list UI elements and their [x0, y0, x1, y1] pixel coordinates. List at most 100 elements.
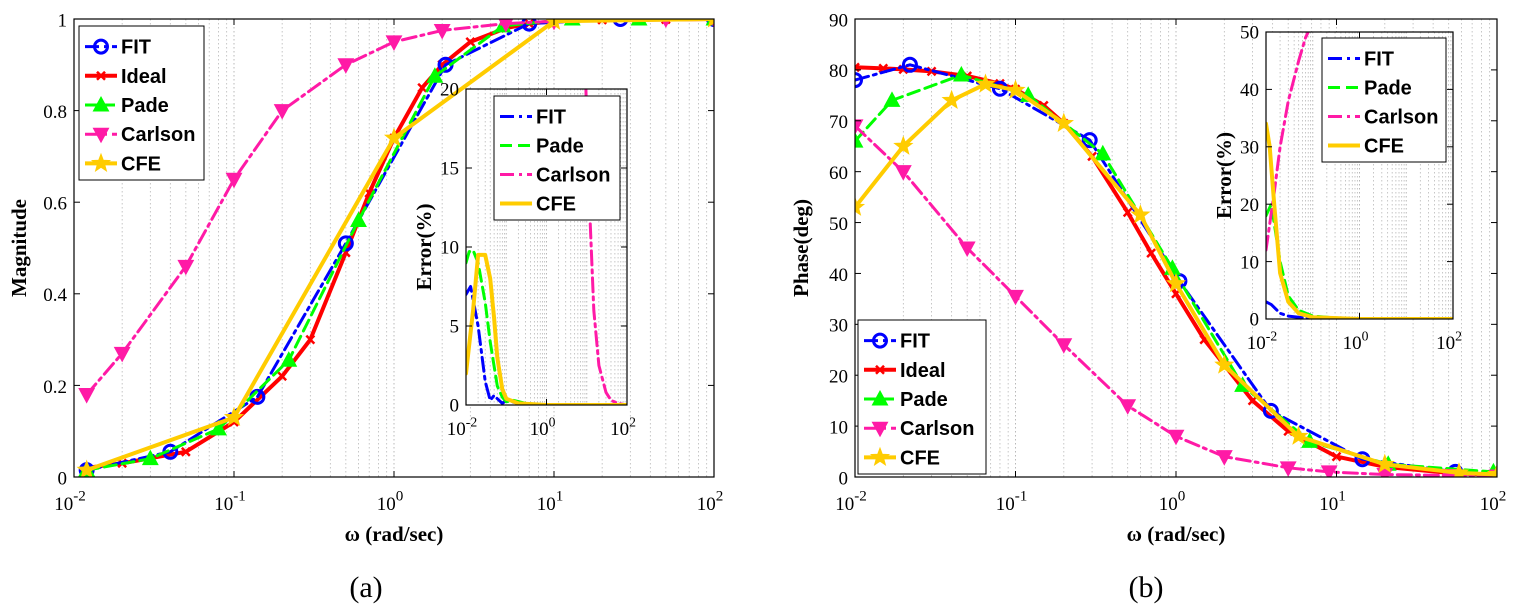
a-legend-marker-fit: [93, 38, 109, 55]
b-legend-label-carlson: Carlson: [900, 418, 974, 440]
a-ytick-label: 1: [58, 10, 68, 31]
a-legend: FIT Ideal Pade Carlson CFE: [78, 25, 205, 181]
b-series-group: [855, 56, 1497, 477]
b-inset-xtick-label: 100: [1343, 328, 1369, 354]
a-point-cfe: [223, 406, 245, 427]
a-inset-legend-label-pade: Pade: [536, 136, 584, 158]
b-legend-marker-carlson: [871, 421, 889, 438]
b-point-carlson: [1215, 450, 1233, 466]
a-inset-series-cfe: [466, 252, 627, 405]
a-point-pade: [630, 19, 648, 26]
b-ytick-label: 40: [829, 265, 848, 286]
a-point-fit: [337, 235, 354, 252]
a-point-pade: [280, 351, 298, 367]
a-inset-xtick-label: 10-2: [447, 414, 478, 440]
a-point-pade: [350, 211, 367, 228]
a-ytick-label: 0.8: [43, 102, 67, 123]
a-inset-ytick-label: 15: [440, 159, 459, 180]
b-ytick-label: 10: [829, 417, 848, 438]
b-legend-label-pade: Pade: [900, 389, 948, 411]
a-point-carlson: [225, 172, 243, 189]
a-inset-legend: FIT Pade Carlson CFE: [493, 95, 621, 221]
b-point-pade: [952, 65, 970, 82]
b-legend-marker-cfe: [869, 446, 891, 466]
b-ylabel: Phase(deg): [789, 199, 813, 297]
a-legend-label-cfe: CFE: [121, 153, 161, 175]
b-point-carlson: [1320, 465, 1338, 477]
a-inset-legend-label-cfe: CFE: [536, 194, 576, 216]
b-point-carlson: [1167, 429, 1185, 446]
b-inset-legend-label-carlson: Carlson: [1364, 107, 1438, 129]
b-point-cfe: [893, 135, 914, 155]
a-inset-xtick-label: 100: [530, 414, 556, 440]
a-point-carlson: [113, 346, 131, 363]
a-legend-marker-cfe: [90, 152, 112, 172]
a-legend-marker-pade: [92, 95, 110, 112]
b-ytick-label: 80: [829, 61, 848, 82]
b-inset-legend-label-fit: FIT: [1364, 49, 1394, 71]
b-point-ideal: [1146, 248, 1157, 258]
b-point-carlson: [1119, 399, 1137, 415]
b-ytick-label: 70: [829, 112, 848, 133]
a-point-ideal: [180, 446, 191, 457]
b-point-cfe: [1374, 453, 1395, 473]
a-ytick-label: 0.4: [43, 285, 67, 306]
a-inset-ytick-label: 10: [440, 238, 459, 259]
b-ytick-label: 30: [829, 316, 848, 337]
a-ytick-label: 0.2: [43, 377, 67, 398]
b-inset-legend-label-pade: Pade: [1364, 78, 1412, 100]
b-legend-marker-pade: [871, 389, 889, 406]
b-point-cfe: [1214, 354, 1235, 374]
a-point-carlson: [433, 23, 451, 40]
b-point-cfe: [1165, 272, 1187, 293]
b-point-cfe: [1130, 204, 1151, 224]
b-inset-ytick-label: 10: [1240, 252, 1259, 273]
b-ytick-label: 0: [839, 468, 849, 489]
a-inset-ytick-label: 20: [440, 80, 459, 101]
b-inset-ytick-label: 40: [1240, 80, 1259, 101]
b-inset-xtick-label: 102: [1436, 328, 1462, 354]
b-point-fit: [1262, 402, 1279, 419]
a-point-pade: [426, 67, 444, 83]
a-inset-legend-label-carlson: Carlson: [536, 165, 610, 187]
b-xtick-label: 10-2: [835, 489, 867, 515]
caption-a: (a): [349, 571, 382, 604]
a-point-ideal: [277, 371, 288, 382]
a-point-cfe: [383, 127, 405, 147]
b-inset-legend-box: [1321, 37, 1447, 163]
a-legend-label-ideal: Ideal: [121, 66, 167, 88]
a-inset: 10-2 100 102 0 5 10 15 20 Error(%) FIT Pade Carlson…: [412, 80, 636, 440]
b-xtick-label: 102: [1480, 489, 1507, 515]
a-inset-ytick-label: 5: [450, 317, 460, 338]
b-ytick-label: 50: [829, 214, 848, 235]
a-legend-label-pade: Pade: [121, 95, 169, 117]
b-point-fit: [901, 56, 918, 73]
b-point-carlson: [958, 241, 976, 258]
b-ytick-label: 90: [829, 10, 848, 31]
b-point-ideal: [1122, 207, 1133, 218]
a-point-ideal: [417, 82, 428, 93]
b-legend-label-cfe: CFE: [900, 447, 940, 469]
a-inset-xtick-label: 102: [610, 414, 636, 440]
b-point-ideal: [1331, 451, 1342, 462]
b-point-carlson: [894, 165, 912, 181]
a-xtick-label: 10-2: [54, 489, 86, 515]
a-point-carlson: [337, 58, 355, 74]
a-inset-legend-label-fit: FIT: [536, 107, 566, 129]
b-point-pade: [1094, 144, 1112, 161]
a-xtick-label: 102: [697, 489, 724, 515]
a-legend-label-fit: FIT: [121, 37, 151, 59]
b-point-cfe: [975, 73, 996, 93]
a-ytick-label: 0.6: [43, 194, 67, 215]
a-point-carlson: [498, 19, 514, 33]
a-point-cfe: [707, 19, 714, 28]
a-point-carlson: [273, 104, 291, 120]
b-point-ideal: [1247, 395, 1258, 406]
a-point-carlson: [78, 388, 96, 404]
a-xtick-label: 10-1: [214, 489, 246, 515]
a-ytick-label: 0: [58, 468, 68, 489]
b-point-fit: [855, 72, 863, 89]
